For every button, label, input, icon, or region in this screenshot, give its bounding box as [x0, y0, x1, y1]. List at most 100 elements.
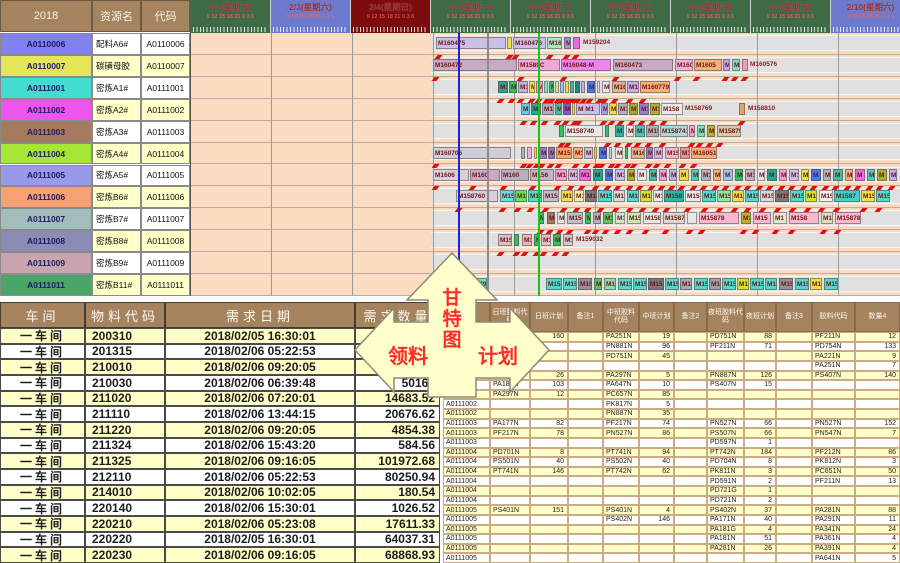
task-bar-M15[interactable]: M15 — [737, 278, 749, 291]
task-bar-M156[interactable]: M156 — [530, 168, 554, 181]
resource-row-header-A0111002[interactable]: A0111002 密炼A2# A0111002 — [0, 98, 190, 121]
task-bar-M15[interactable]: M15 — [515, 190, 527, 203]
task-bar-M[interactable]: M — [637, 168, 647, 181]
task-bar-M1[interactable]: M1 — [547, 212, 555, 225]
demand-row[interactable]: 一车间 214010 2018/02/06 10:02:05 180.54 — [0, 484, 440, 501]
plan-row[interactable]: A0111004 PD721G 1 — [443, 486, 900, 496]
task-bar-M158760[interactable]: M158760 — [456, 190, 498, 203]
resource-row-header-A0110007[interactable]: A0110007 碳磺母胶 A0110007 — [0, 54, 190, 77]
plan-row[interactable]: A0111004 PD721N 2 — [443, 495, 900, 506]
task-bar-M158741[interactable]: M158741 — [660, 124, 688, 137]
task-bar-M158[interactable]: M158 — [661, 102, 683, 115]
task-bar-M1587[interactable]: M1587 — [664, 190, 684, 203]
resource-row-header-A0110006[interactable]: A0110006 配料A6# A0110006 — [0, 33, 190, 55]
task-bar-M15[interactable]: M15 — [790, 190, 804, 203]
plan-row[interactable]: A0111005 PS401N 151 PS401N 4 PS402N 37 PA281N 88 — [443, 505, 900, 515]
task-bar-M[interactable]: M — [549, 80, 554, 93]
resource-row-header-A0111006[interactable]: A0111006 密炼B6# A0111006 — [0, 186, 190, 209]
task-bar-M15878[interactable]: M15878 — [835, 212, 861, 225]
task-bar-M M1[interactable]: M M1 — [576, 102, 600, 115]
task-bar-M1[interactable]: M1 — [654, 146, 663, 159]
resource-row-header-A0111009[interactable]: A0111009 密炼B9# A0111009 — [0, 252, 190, 275]
plan-row[interactable]: A0111002 PN887N 35 — [443, 409, 900, 419]
gantt-row-A0111006[interactable]: M158760M15M15M15M158M15M15M15M15M15MM15M… — [191, 186, 900, 213]
task-bar-M158[interactable]: M158 — [567, 212, 583, 225]
resource-id-cell[interactable]: A0111002 — [0, 98, 92, 121]
task-bar-M[interactable]: M — [615, 146, 623, 159]
resource-id-cell[interactable]: A0111001 — [0, 76, 92, 99]
task-bar-M[interactable]: M — [732, 58, 740, 71]
task-bar-M159[interactable]: M159 — [556, 146, 572, 159]
task-bar-M[interactable]: M — [553, 234, 561, 247]
task-bar-M[interactable]: M — [697, 124, 705, 137]
task-bar-M1[interactable]: M1 — [745, 168, 755, 181]
task-bar[interactable] — [559, 124, 564, 137]
task-bar-M1[interactable]: M1 — [518, 80, 528, 93]
task-bar-M158[interactable]: M158 — [789, 212, 819, 225]
task-bar[interactable] — [507, 37, 512, 49]
plan-row[interactable]: A0111005 PA181N 51 PA361N 4 — [443, 534, 900, 544]
task-bar-M[interactable]: M — [889, 168, 897, 181]
task-bar-M1[interactable]: M1 — [579, 168, 591, 181]
task-bar-M15[interactable]: M15 — [750, 278, 764, 291]
task-bar-M158791[interactable]: M158791 — [461, 278, 487, 291]
plan-row[interactable]: A0111003 PA177N 82 PF217N 74 PN527N 66 PN527N 15… — [443, 418, 900, 429]
resource-row-header-A0111011[interactable]: A0111011 密炼B11# A0111011 — [0, 274, 190, 296]
task-bar-M15[interactable]: M15 — [810, 278, 822, 291]
gantt-plot-area[interactable]: M160475M160476M160M1M159204M160472M1589C… — [190, 33, 900, 296]
task-bar-M159032[interactable]: M159032 — [576, 236, 604, 244]
gantt-row-A0111009[interactable] — [191, 252, 900, 275]
task-bar-M[interactable]: M — [594, 278, 602, 291]
task-bar-M[interactable]: M — [757, 168, 765, 181]
task-bar-M[interactable]: M — [509, 80, 517, 93]
task-bar-M15[interactable]: M15 — [555, 168, 567, 181]
task-bar-M158810[interactable]: M158810 — [748, 104, 776, 112]
task-bar-M160576[interactable]: M160576 — [750, 60, 778, 68]
task-bar[interactable] — [565, 80, 569, 93]
plan-row[interactable]: A0111004 PS501N 40 PS502N 40 PD704N 8 PK812N 3 — [443, 457, 900, 467]
task-bar-M[interactable]: M — [599, 146, 607, 159]
task-bar[interactable] — [570, 80, 574, 93]
task-bar-M[interactable]: M — [767, 168, 777, 181]
task-bar-M1[interactable]: M1 — [701, 168, 711, 181]
task-bar-M15[interactable]: M15 — [795, 278, 809, 291]
task-bar-M15[interactable]: M15 — [665, 146, 679, 159]
day-header-2/7(星期三)[interactable]: 2/7(星期三) 9 12 15 18 21 0 3 6 — [591, 0, 671, 33]
task-bar[interactable] — [575, 80, 580, 93]
resource-id-cell[interactable]: A0111009 — [0, 252, 92, 275]
task-bar-M160473[interactable]: M160473 — [613, 58, 673, 71]
task-bar-M158[interactable]: M158 — [627, 212, 641, 225]
task-bar[interactable] — [581, 80, 585, 93]
task-bar-M15[interactable]: M15 — [633, 278, 647, 291]
task-bar[interactable] — [609, 146, 612, 159]
task-bar-M[interactable]: M — [877, 168, 887, 181]
task-bar-M1[interactable]: M1 — [564, 37, 571, 49]
task-bar-M1[interactable]: M1 — [498, 80, 508, 93]
task-bar-M15[interactable]: M15 — [745, 190, 759, 203]
plan-row[interactable]: A0111002 PA187N 103 PA647N 10 PS407N 15 — [443, 380, 900, 390]
resource-id-cell[interactable]: A0111004 — [0, 142, 92, 165]
demand-row[interactable]: 一车间 211325 2018/02/06 09:16:05 101972.68 — [0, 453, 440, 469]
day-header-2/8(星期四)[interactable]: 2/8(星期四) 9 12 15 18 21 0 3 6 — [671, 0, 751, 33]
task-bar-M[interactable]: M — [723, 58, 730, 71]
day-header-2/3(星期六)[interactable]: 2/3(星期六) 9 12 15 18 21 0 3 6 — [271, 0, 351, 33]
resource-id-cell[interactable]: A0111006 — [0, 186, 92, 209]
task-bar-M15[interactable]: M15 — [732, 190, 744, 203]
task-bar[interactable] — [521, 146, 525, 159]
day-header-2/6(星期二)[interactable]: 2/6(星期二) 9 12 15 18 21 0 3 6 — [511, 0, 591, 33]
task-bar[interactable] — [739, 102, 745, 115]
task-bar-M[interactable]: M — [723, 168, 733, 181]
task-bar-M160475[interactable]: M160475 — [436, 37, 506, 49]
task-bar-M1[interactable]: M1 — [653, 190, 663, 203]
task-bar-M15[interactable]: M15 — [578, 278, 592, 291]
task-bar-M15[interactable]: M15 — [779, 278, 793, 291]
task-bar-M160[interactable]: M160 — [547, 37, 562, 49]
task-bar-M15[interactable]: M15 — [753, 212, 771, 225]
task-bar[interactable] — [625, 146, 628, 159]
task-bar[interactable] — [514, 234, 519, 247]
task-bar-M160779[interactable]: M160779 — [640, 80, 670, 93]
task-bar-M158740[interactable]: M158740 — [565, 124, 603, 137]
plan-row[interactable]: A0111005 PA641N 5 — [443, 553, 900, 563]
resource-row-header-A0111005[interactable]: A0111005 密炼A5# A0111005 — [0, 164, 190, 187]
task-bar-M15[interactable]: M15 — [648, 278, 664, 291]
